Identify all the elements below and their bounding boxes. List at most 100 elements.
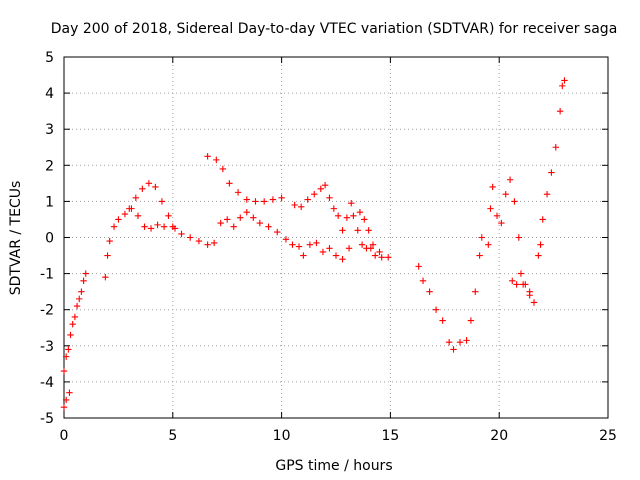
data-point: [535, 252, 542, 259]
data-point: [378, 254, 385, 261]
data-point: [450, 346, 457, 353]
data-point: [467, 317, 475, 324]
data-point: [213, 156, 220, 164]
data-point: [334, 212, 342, 220]
data-point: [141, 223, 148, 230]
y-tick-label: -5: [40, 411, 54, 427]
x-tick-label: 10: [273, 428, 291, 444]
data-point: [297, 203, 305, 211]
data-point: [326, 245, 333, 252]
data-point: [350, 212, 357, 220]
data-point: [152, 183, 159, 191]
y-tick-label: 4: [45, 86, 54, 102]
data-point: [311, 190, 318, 198]
data-point: [456, 338, 464, 346]
y-tick-label: 2: [45, 158, 54, 174]
y-tick-label: 5: [45, 50, 54, 66]
data-point: [110, 223, 118, 230]
data-point: [204, 153, 211, 160]
data-point: [509, 277, 516, 285]
x-tick-label: 15: [381, 428, 399, 444]
data-point: [332, 252, 340, 259]
data-point: [243, 209, 250, 216]
data-point: [69, 320, 76, 328]
data-point: [237, 214, 244, 221]
data-point: [250, 214, 257, 221]
data-point: [65, 346, 72, 353]
data-point: [78, 288, 85, 295]
data-point: [385, 254, 392, 261]
data-point: [134, 212, 142, 220]
x-tick-label: 0: [60, 428, 69, 444]
data-point: [158, 198, 166, 205]
data-point: [126, 205, 133, 212]
data-point: [365, 227, 372, 234]
data-point: [498, 219, 505, 227]
x-tick-label: 25: [599, 428, 617, 444]
data-point: [154, 221, 161, 229]
data-point: [66, 389, 73, 396]
data-point: [76, 295, 83, 303]
data-point: [304, 196, 311, 203]
data-point: [463, 337, 470, 344]
y-tick-label: -2: [40, 303, 54, 319]
data-point: [165, 212, 172, 220]
data-point: [530, 299, 538, 306]
data-point: [432, 306, 440, 313]
data-point: [274, 228, 281, 236]
data-point: [269, 196, 277, 203]
data-point: [321, 181, 329, 189]
data-point: [445, 338, 453, 346]
data-point: [204, 241, 211, 248]
data-point: [67, 331, 74, 339]
data-point: [252, 198, 259, 205]
data-point: [343, 214, 351, 221]
data-point: [478, 234, 485, 241]
data-point: [537, 241, 544, 248]
data-point: [147, 225, 155, 232]
ticks-layer: 0 5 10 15 20 25 -5 -4 -3 -2 -1 0 1 2 3 4 5: [40, 50, 617, 444]
data-point: [234, 189, 242, 196]
data-point: [561, 77, 568, 84]
data-point: [502, 190, 509, 198]
data-point: [313, 239, 320, 247]
data-point: [210, 239, 218, 247]
data-point: [226, 180, 233, 187]
x-tick-label: 5: [168, 428, 177, 444]
data-point: [243, 196, 250, 203]
data-point: [62, 353, 70, 360]
data-point: [348, 200, 355, 207]
data-point: [552, 144, 559, 151]
data-point: [361, 216, 368, 223]
data-point: [230, 223, 237, 230]
data-point: [121, 210, 129, 218]
data-point: [80, 277, 87, 285]
data-point: [559, 82, 566, 90]
data-point: [556, 107, 564, 115]
data-point: [489, 183, 496, 191]
data-point: [102, 274, 109, 281]
data-points: [60, 77, 568, 411]
data-point: [487, 205, 494, 212]
data-point: [278, 194, 285, 201]
y-tick-label: 3: [45, 122, 54, 138]
data-point: [363, 245, 370, 252]
y-tick-label: 0: [45, 231, 54, 247]
data-point: [62, 396, 70, 404]
data-point: [73, 302, 81, 310]
data-point: [506, 176, 514, 183]
data-point: [160, 223, 168, 230]
data-point: [115, 216, 122, 223]
y-tick-label: -3: [40, 339, 54, 355]
data-point: [356, 209, 364, 216]
data-point: [354, 227, 361, 234]
data-point: [187, 234, 194, 241]
x-axis-label: GPS time / hours: [275, 458, 392, 474]
y-tick-label: 1: [45, 194, 54, 210]
data-point: [493, 212, 501, 220]
data-point: [178, 230, 185, 238]
data-point: [295, 243, 303, 250]
data-point: [82, 270, 89, 277]
x-tick-label: 20: [490, 428, 508, 444]
